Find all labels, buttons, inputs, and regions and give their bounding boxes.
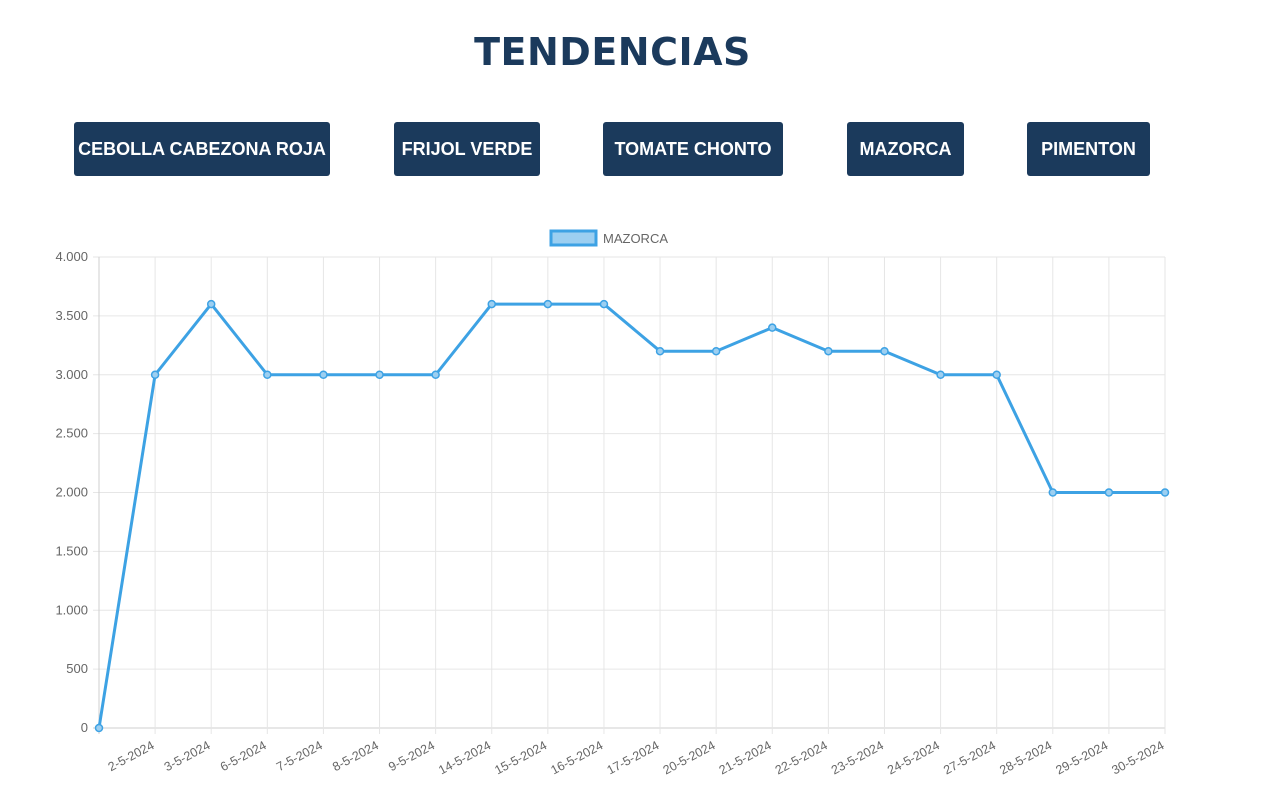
data-point: [936, 370, 945, 379]
data-point: [431, 370, 440, 379]
x-tick-label: 9-5-2024: [386, 738, 437, 774]
data-point: [150, 370, 160, 379]
x-tick-label: 27-5-2024: [941, 738, 998, 777]
legend-swatch: [549, 229, 598, 247]
x-tick-label: 21-5-2024: [717, 738, 774, 777]
x-tick-label: 15-5-2024: [492, 738, 549, 777]
data-point: [655, 346, 665, 356]
x-tick-label: 22-5-2024: [773, 738, 830, 777]
y-tick-label: 2.500: [55, 426, 88, 441]
legend-label: MAZORCA: [603, 231, 668, 246]
cebolla-cabezona-roja-button[interactable]: CEBOLLA CABEZONA ROJA: [74, 122, 330, 176]
data-point: [206, 299, 216, 309]
x-tick-label: 29-5-2024: [1053, 738, 1110, 777]
x-tick-label: 30-5-2024: [1110, 738, 1167, 777]
x-tick-label: 17-5-2024: [605, 738, 662, 777]
y-tick-label: 1.000: [55, 602, 88, 617]
x-tick-label: 20-5-2024: [661, 738, 718, 777]
x-tick-label: 23-5-2024: [829, 738, 886, 777]
data-point: [599, 299, 609, 309]
data-point: [1048, 488, 1058, 497]
data-point: [992, 370, 1001, 379]
x-tick-label: 28-5-2024: [997, 738, 1054, 777]
data-point: [824, 346, 833, 356]
data-point: [711, 346, 721, 356]
x-tick-label: 8-5-2024: [330, 738, 381, 774]
y-tick-label: 1.500: [55, 543, 88, 558]
frijol-verde-button[interactable]: FRIJOL VERDE: [394, 122, 540, 176]
y-tick-label: 500: [66, 661, 88, 676]
data-point: [319, 370, 328, 379]
mazorca-button[interactable]: MAZORCA: [847, 122, 964, 176]
y-tick-label: 4.000: [55, 249, 88, 264]
data-point: [880, 346, 889, 356]
data-point: [487, 299, 496, 309]
line-chart: 0 500 1.000 1.500 2.000 2.500 3.000 3.500 4.000 2…: [55, 229, 1170, 777]
x-tick-label: 24-5-2024: [885, 738, 942, 777]
y-tick-label: 2.000: [55, 485, 88, 500]
data-point: [543, 299, 553, 309]
x-tick-label: 7-5-2024: [274, 738, 325, 774]
pimenton-button[interactable]: PIMENTON: [1027, 122, 1150, 176]
data-point: [94, 723, 104, 733]
x-tick-label: 3-5-2024: [162, 738, 213, 774]
y-tick-label: 0: [81, 720, 88, 735]
x-tick-label: 2-5-2024: [106, 738, 157, 774]
tomate-chonto-button[interactable]: TOMATE CHONTO: [603, 122, 783, 176]
y-tick-label: 3.500: [55, 308, 88, 323]
data-point: [1104, 488, 1114, 497]
data-point: [263, 370, 272, 379]
page-title: TENDENCIAS: [474, 30, 751, 74]
data-point: [375, 370, 384, 379]
y-tick-label: 3.000: [55, 367, 88, 382]
series-line-mazorca: [97, 302, 1165, 729]
x-tick-label: 6-5-2024: [218, 738, 269, 774]
x-tick-label: 16-5-2024: [548, 738, 605, 777]
x-tick-label: 14-5-2024: [436, 738, 493, 777]
data-point: [768, 323, 777, 332]
trend-chart: 0 500 1.000 1.500 2.000 2.500 3.000 3.500 4.000 2…: [0, 220, 1280, 804]
data-point: [1160, 488, 1170, 497]
